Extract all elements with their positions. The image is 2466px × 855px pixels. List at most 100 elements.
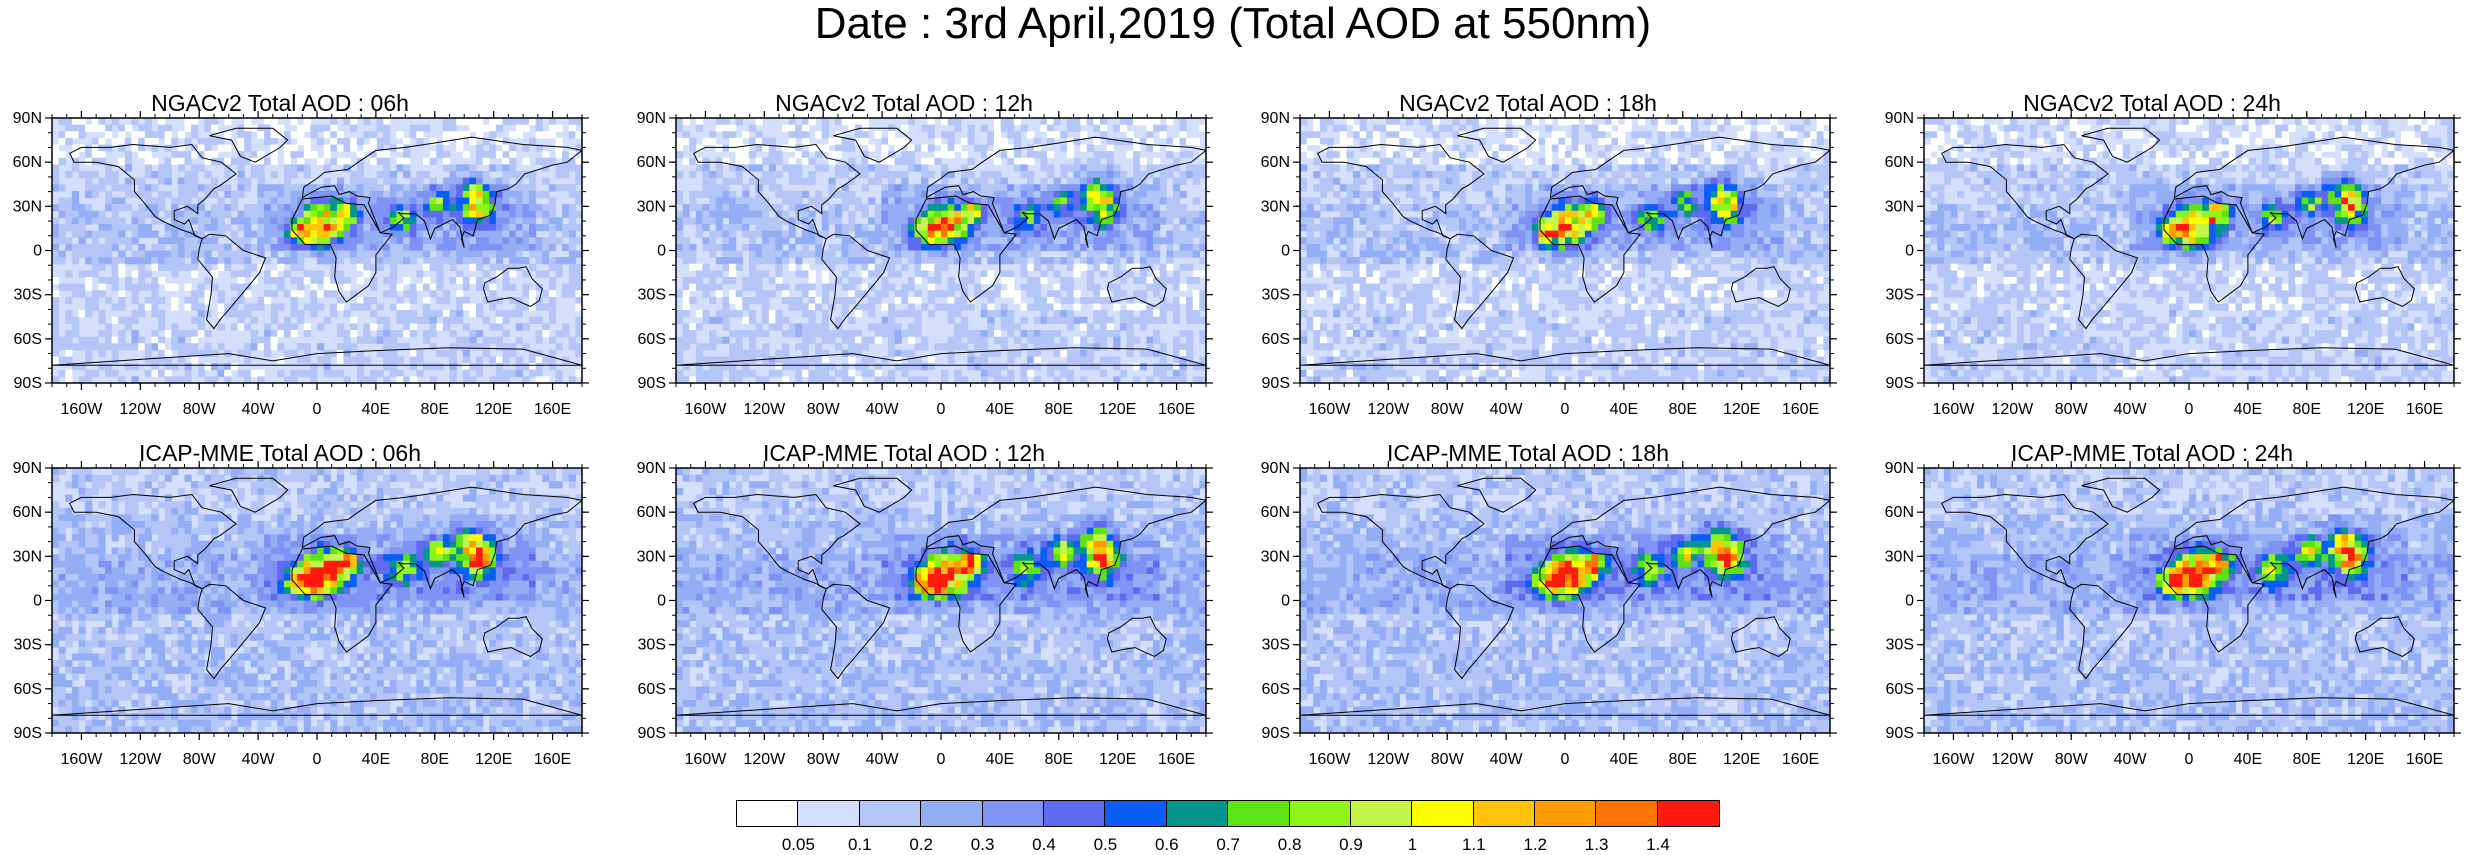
lat-tick-label: 0 <box>1905 243 1914 260</box>
lon-tick-label: 120E <box>1723 401 1760 418</box>
lon-tick-label: 0 <box>313 751 322 768</box>
lat-tick-label: 30N <box>1261 198 1290 215</box>
lon-tick-label: 80W <box>183 401 217 418</box>
lon-tick-label: 160E <box>534 751 571 768</box>
aod-field <box>676 468 1207 734</box>
lat-tick-label: 90N <box>1261 110 1290 127</box>
colorbar-label: 1.1 <box>1462 835 1486 855</box>
lon-tick-label: 160E <box>534 401 571 418</box>
lat-tick-label: 90S <box>638 375 666 392</box>
lat-tick-label: 30S <box>14 637 42 654</box>
lon-tick-label: 80W <box>183 751 217 768</box>
lat-tick-label: 30S <box>1262 637 1290 654</box>
lon-tick-label: 0 <box>937 751 946 768</box>
lon-tick-label: 80W <box>2055 401 2089 418</box>
lat-tick-label: 90S <box>14 725 42 742</box>
lon-tick-label: 160W <box>1933 401 1976 418</box>
lat-tick-label: 90S <box>14 375 42 392</box>
lon-tick-label: 80W <box>2055 751 2089 768</box>
aod-field <box>676 118 1207 384</box>
colorbar-label: 1.2 <box>1523 835 1547 855</box>
lat-tick-label: 60S <box>1886 331 1914 348</box>
lat-tick-label: 90S <box>638 725 666 742</box>
lon-tick-label: 120W <box>1367 401 1410 418</box>
colorbar-label: 0.3 <box>971 835 995 855</box>
colorbar-label: 0.9 <box>1339 835 1363 855</box>
lat-tick-label: 30N <box>13 548 42 565</box>
lat-tick-label: 30S <box>638 287 666 304</box>
lon-tick-label: 120W <box>743 751 786 768</box>
panel-title: NGACv2 Total AOD : 12h <box>624 88 1184 118</box>
colorbar-label: 0.8 <box>1278 835 1302 855</box>
panel-title: ICAP-MME Total AOD : 12h <box>624 438 1184 468</box>
colorbar-swatch <box>1105 801 1166 826</box>
colorbar-swatch <box>1044 801 1105 826</box>
lon-tick-label: 0 <box>313 401 322 418</box>
colorbar-label: 0.6 <box>1155 835 1179 855</box>
lat-tick-label: 30S <box>1886 637 1914 654</box>
colorbar-swatch <box>1658 801 1719 826</box>
lat-tick-label: 30S <box>1262 287 1290 304</box>
lat-tick-label: 90N <box>13 110 42 127</box>
lon-tick-label: 80W <box>807 401 841 418</box>
colorbar-label: 0.1 <box>848 835 872 855</box>
aod-field <box>1924 468 2455 734</box>
aod-field <box>52 118 583 384</box>
lat-tick-label: 0 <box>1281 243 1290 260</box>
colorbar-swatch <box>798 801 859 826</box>
lat-tick-label: 30N <box>1885 198 1914 215</box>
lat-tick-label: 60S <box>1262 681 1290 698</box>
colorbar-swatch <box>1228 801 1289 826</box>
lon-tick-label: 40E <box>2234 401 2262 418</box>
aod-field <box>1924 118 2455 384</box>
lon-tick-label: 120E <box>1099 751 1136 768</box>
lon-tick-label: 40W <box>2114 751 2148 768</box>
lon-tick-label: 120W <box>119 401 162 418</box>
lon-tick-label: 80E <box>2293 401 2321 418</box>
panel-title: NGACv2 Total AOD : 06h <box>0 88 560 118</box>
lon-tick-label: 80W <box>1431 751 1465 768</box>
lon-tick-label: 40W <box>1490 401 1524 418</box>
lon-tick-label: 160E <box>1158 751 1195 768</box>
lon-tick-label: 160W <box>685 401 728 418</box>
lon-tick-label: 0 <box>937 401 946 418</box>
lon-tick-label: 80E <box>2293 751 2321 768</box>
panel-title: NGACv2 Total AOD : 18h <box>1248 88 1808 118</box>
lat-tick-label: 60N <box>1885 154 1914 171</box>
lon-tick-label: 40W <box>866 751 900 768</box>
colorbar-swatch <box>1290 801 1351 826</box>
lon-tick-label: 120W <box>119 751 162 768</box>
lon-tick-label: 40E <box>362 401 390 418</box>
aod-field <box>1300 468 1831 734</box>
colorbar-swatch <box>1412 801 1473 826</box>
lon-tick-label: 40E <box>1610 751 1638 768</box>
lat-tick-label: 60S <box>638 331 666 348</box>
lat-tick-label: 60N <box>637 504 666 521</box>
lon-tick-label: 40E <box>986 751 1014 768</box>
lon-tick-label: 120E <box>2347 751 2384 768</box>
lat-tick-label: 0 <box>33 243 42 260</box>
lat-tick-label: 60S <box>1262 331 1290 348</box>
lat-tick-label: 60S <box>14 331 42 348</box>
colorbar-label: 0.2 <box>909 835 933 855</box>
lon-tick-label: 160E <box>1782 401 1819 418</box>
colorbar-swatch <box>1474 801 1535 826</box>
lon-tick-label: 80E <box>1045 401 1073 418</box>
lat-tick-label: 60S <box>14 681 42 698</box>
lat-tick-label: 90N <box>1885 110 1914 127</box>
lon-tick-label: 160W <box>1933 751 1976 768</box>
lon-tick-label: 40E <box>362 751 390 768</box>
lon-tick-label: 40W <box>242 751 276 768</box>
lat-tick-label: 90N <box>637 460 666 477</box>
lat-tick-label: 30S <box>1886 287 1914 304</box>
lat-tick-label: 30N <box>1885 548 1914 565</box>
